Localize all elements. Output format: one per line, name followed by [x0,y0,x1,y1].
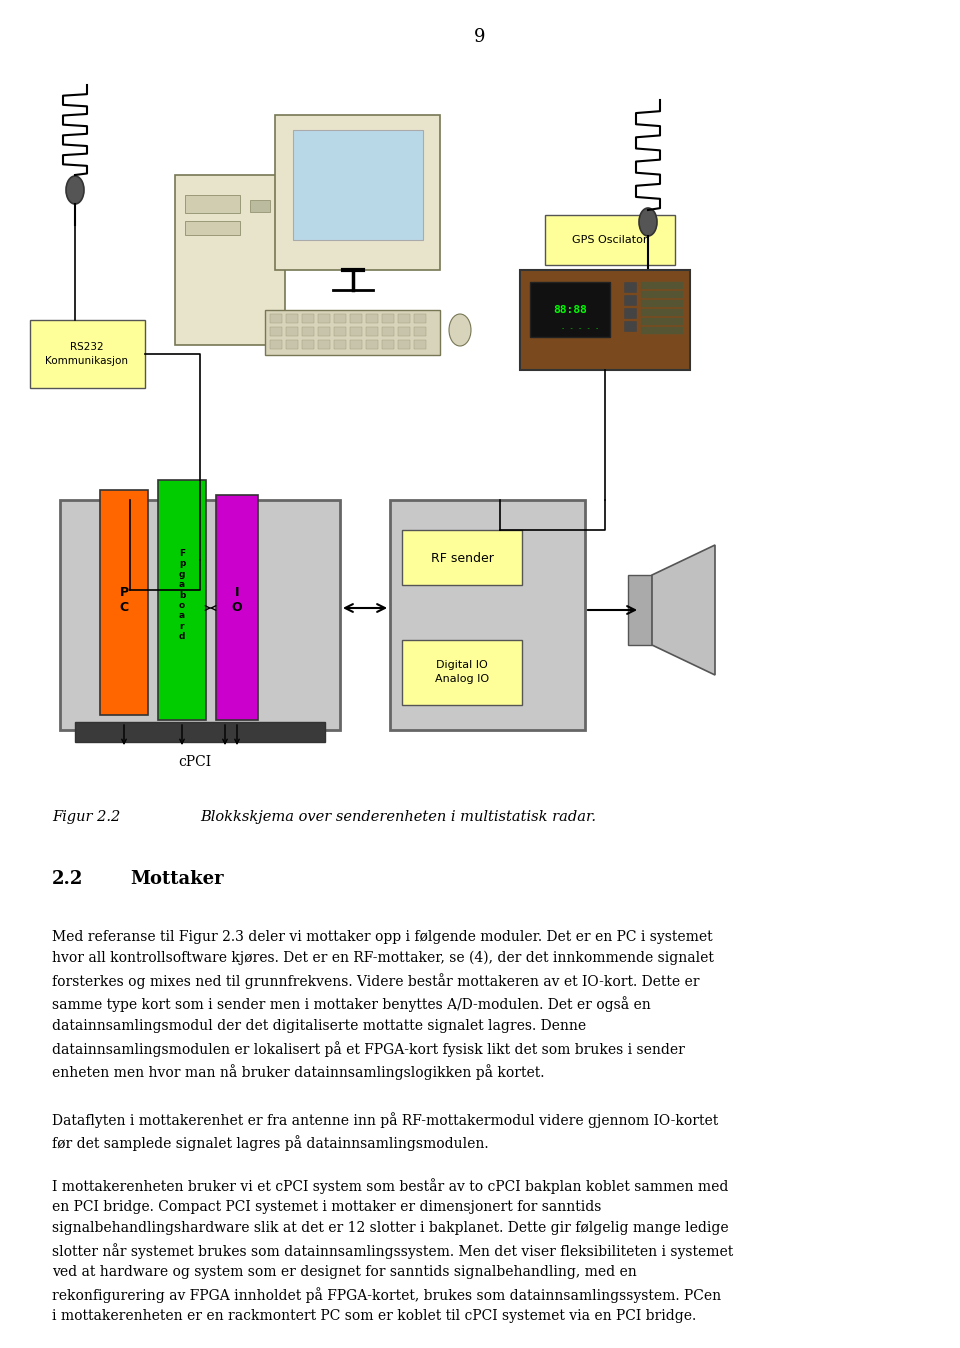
Text: Mottaker: Mottaker [130,869,224,888]
FancyBboxPatch shape [185,221,240,235]
FancyBboxPatch shape [334,328,346,336]
Text: Dataflyten i mottakerenhet er fra antenne inn på RF-mottakermodul videre gjennom: Dataflyten i mottakerenhet er fra antenn… [52,1112,718,1151]
FancyBboxPatch shape [414,314,426,324]
FancyBboxPatch shape [390,500,585,731]
FancyBboxPatch shape [398,328,410,336]
Text: P
C: P C [119,586,129,613]
FancyBboxPatch shape [382,328,394,336]
Ellipse shape [639,208,657,236]
FancyBboxPatch shape [624,321,636,332]
FancyBboxPatch shape [414,328,426,336]
FancyBboxPatch shape [414,340,426,349]
Text: 9: 9 [474,28,486,46]
Ellipse shape [66,177,84,204]
FancyBboxPatch shape [624,307,636,318]
FancyBboxPatch shape [286,340,298,349]
Text: GPS Oscilator: GPS Oscilator [572,235,648,245]
FancyBboxPatch shape [270,314,282,324]
FancyBboxPatch shape [275,115,440,270]
FancyBboxPatch shape [318,314,330,324]
Text: - - - - -: - - - - - [561,325,599,332]
FancyBboxPatch shape [158,480,206,720]
FancyBboxPatch shape [286,328,298,336]
FancyBboxPatch shape [624,282,636,293]
FancyBboxPatch shape [641,301,683,307]
FancyBboxPatch shape [334,314,346,324]
FancyBboxPatch shape [30,319,145,388]
FancyBboxPatch shape [270,340,282,349]
Text: 88:88: 88:88 [553,305,587,315]
FancyBboxPatch shape [628,576,652,644]
FancyBboxPatch shape [402,640,522,705]
FancyBboxPatch shape [293,129,423,240]
FancyBboxPatch shape [641,282,683,288]
FancyBboxPatch shape [350,328,362,336]
Text: Digital IO
Analog IO: Digital IO Analog IO [435,661,489,683]
FancyBboxPatch shape [350,314,362,324]
FancyBboxPatch shape [382,314,394,324]
FancyBboxPatch shape [520,270,690,369]
Ellipse shape [449,314,471,346]
Text: Med referanse til Figur 2.3 deler vi mottaker opp i følgende moduler. Det er en : Med referanse til Figur 2.3 deler vi mot… [52,930,714,1080]
FancyBboxPatch shape [366,314,378,324]
FancyBboxPatch shape [318,328,330,336]
FancyBboxPatch shape [382,340,394,349]
FancyBboxPatch shape [60,500,340,731]
FancyBboxPatch shape [334,340,346,349]
FancyBboxPatch shape [366,340,378,349]
FancyBboxPatch shape [641,318,683,325]
FancyBboxPatch shape [350,340,362,349]
Text: RF sender: RF sender [431,551,493,565]
FancyBboxPatch shape [302,314,314,324]
Text: I mottakerenheten bruker vi et cPCI system som består av to cPCI bakplan koblet : I mottakerenheten bruker vi et cPCI syst… [52,1178,733,1324]
FancyBboxPatch shape [185,195,240,213]
FancyBboxPatch shape [398,340,410,349]
Text: Figur 2.2: Figur 2.2 [52,810,120,824]
FancyBboxPatch shape [302,340,314,349]
FancyBboxPatch shape [530,282,610,337]
FancyBboxPatch shape [366,328,378,336]
FancyBboxPatch shape [641,309,683,315]
Text: cPCI: cPCI [179,755,211,768]
FancyBboxPatch shape [265,310,440,355]
FancyBboxPatch shape [286,314,298,324]
FancyBboxPatch shape [250,200,270,212]
FancyBboxPatch shape [100,491,148,714]
Text: RS232
Kommunikasjon: RS232 Kommunikasjon [45,342,129,365]
FancyBboxPatch shape [270,328,282,336]
FancyBboxPatch shape [398,314,410,324]
Text: 2.2: 2.2 [52,869,84,888]
FancyBboxPatch shape [216,495,258,720]
FancyBboxPatch shape [641,328,683,334]
Text: F
p
g
a
b
o
a
r
d: F p g a b o a r d [179,549,185,642]
FancyBboxPatch shape [318,340,330,349]
FancyBboxPatch shape [545,214,675,266]
FancyBboxPatch shape [641,291,683,298]
FancyBboxPatch shape [75,723,325,741]
FancyBboxPatch shape [624,295,636,305]
Text: Blokkskjema over senderenheten i multistatisk radar.: Blokkskjema over senderenheten i multist… [200,810,596,824]
Text: I
O: I O [231,586,242,613]
Polygon shape [652,545,715,675]
FancyBboxPatch shape [302,328,314,336]
FancyBboxPatch shape [175,175,285,345]
FancyBboxPatch shape [402,530,522,585]
